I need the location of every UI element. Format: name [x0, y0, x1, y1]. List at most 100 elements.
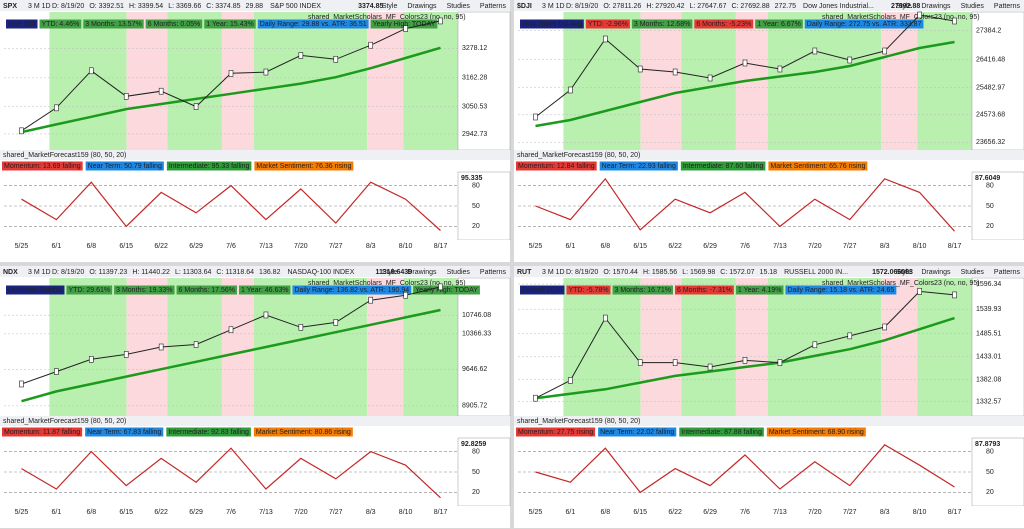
osc-badge: Near Term: 22.93 falling: [602, 163, 676, 170]
date-label: 7/13: [259, 243, 273, 250]
toolbar: [514, 0, 1024, 11]
date-label: 7/13: [259, 509, 273, 516]
toolbar-button[interactable]: Style: [896, 269, 912, 276]
candle: [742, 357, 748, 364]
price-tick-label: 8905.72: [462, 403, 487, 410]
toolbar-button[interactable]: Drawings: [921, 3, 951, 10]
date-label: 6/8: [86, 243, 96, 250]
stat-badge: YTD: -5.78%: [568, 287, 608, 294]
date-label: 6/1: [566, 509, 576, 516]
badge-bg: [176, 285, 237, 295]
toolbar-button[interactable]: Drawings: [921, 269, 951, 276]
candle: [228, 326, 234, 334]
candle: [263, 311, 269, 319]
osc-badge: Momentum: 12.84 falling: [518, 163, 595, 170]
date-label: 8/10: [399, 243, 413, 250]
toolbar-button[interactable]: Patterns: [994, 269, 1021, 276]
badge-bg: [520, 285, 565, 295]
toolbar-button[interactable]: Style: [382, 3, 398, 10]
symbol: RUT: [517, 269, 532, 276]
last-price: 1572.066083: [872, 269, 913, 276]
osc-badge: Momentum: 27.75 rising: [518, 429, 593, 436]
badge-bg: [204, 19, 256, 29]
toolbar-button[interactable]: Patterns: [994, 3, 1021, 10]
stat-badge: Daily Range: 272.75 vs. ATR: 333.87: [807, 21, 922, 28]
date-label: 6/29: [189, 243, 203, 250]
date-label: 8/3: [880, 243, 890, 250]
moving-average: [21, 308, 441, 403]
session-band: [767, 278, 882, 416]
toolbar-button[interactable]: Patterns: [480, 3, 507, 10]
candle: [368, 296, 373, 304]
toolbar-button[interactable]: Style: [382, 269, 398, 276]
toolbar-button[interactable]: Studies: [447, 269, 471, 276]
symbol: NDX: [3, 269, 18, 276]
price-tick-label: 3162.28: [462, 75, 487, 82]
ohlc-value: L: 27647.67: [689, 3, 726, 10]
toolbar-button[interactable]: Studies: [961, 3, 985, 10]
price-tick-label: 24573.68: [976, 112, 1005, 119]
candle: [158, 343, 164, 351]
date-label: 8/3: [880, 509, 890, 516]
candle: [847, 332, 853, 340]
session-band: [640, 278, 682, 416]
price-tick-label: 1539.93: [976, 306, 1001, 313]
date-label: 8/10: [913, 243, 927, 250]
toolbar-button[interactable]: Drawings: [407, 3, 437, 10]
badge-bg: [6, 285, 65, 295]
badge-bg: [254, 161, 354, 171]
osc-badge: Intermediate: 92.83 falling: [168, 429, 249, 436]
candle: [368, 41, 373, 49]
price-tick-label: 3278.12: [462, 45, 487, 52]
date-label: 8/3: [366, 509, 376, 516]
candle: [603, 314, 608, 322]
toolbar-button[interactable]: Patterns: [480, 269, 507, 276]
stat-badge: 1 Year: 4.19%: [738, 287, 782, 294]
date-label: 6/15: [633, 509, 647, 516]
symbol: SPX: [3, 3, 17, 10]
osc-last: 95.335: [461, 175, 483, 182]
osc-badge: Near Term: 22.02 falling: [600, 429, 674, 436]
ohlc-value: O: 11397.23: [89, 269, 127, 276]
toolbar-button[interactable]: Studies: [447, 3, 471, 10]
price-tick-label: 3050.53: [462, 103, 487, 110]
stat-badge: Unknown Symbol: [8, 287, 63, 294]
last-price: 3374.85: [358, 3, 383, 10]
ohlc-value: 272.75: [775, 3, 797, 10]
toolbar-button[interactable]: Studies: [961, 269, 985, 276]
badge-bg: [6, 19, 38, 29]
stat-badge: 3 Months: 13.57%: [85, 21, 141, 28]
candle: [54, 104, 59, 112]
toolbar-button[interactable]: Style: [896, 3, 912, 10]
instrument-name: Dow Jones Industrial...: [803, 3, 874, 10]
candle: [263, 68, 269, 76]
stat-badge: 3 Months: 16.71%: [615, 287, 671, 294]
overlay-study: shared_MarketScholars_MF_Colors23 (no, n…: [308, 14, 466, 21]
ohlc-value: L: 3369.66: [168, 3, 201, 10]
date-label: 7/20: [808, 243, 822, 250]
osc-badge: Market Sentiment: 76.36 rising: [256, 163, 351, 170]
session-band: [681, 278, 736, 416]
ohlc-value: C: 3374.85: [206, 3, 240, 10]
candle: [89, 67, 94, 75]
instrument-name: RUSSELL 2000 IN...: [784, 269, 848, 276]
price-axis: [971, 277, 1024, 417]
toolbar-button[interactable]: Drawings: [407, 269, 437, 276]
candle: [707, 74, 713, 82]
price-tick-label: 1596.34: [976, 281, 1001, 288]
price-axis: [457, 277, 511, 417]
price-tick-label: 1433.01: [976, 354, 1001, 361]
date-axis: [514, 240, 1024, 252]
badge-bg: [166, 161, 252, 171]
osc-last: 92.8259: [461, 441, 486, 448]
candle: [603, 35, 608, 43]
candle: [19, 380, 24, 388]
osc-badge: Intermediate: 87.88 falling: [681, 429, 762, 436]
momentum-line: [535, 444, 955, 494]
candle: [333, 55, 339, 63]
osc-tick-label: 50: [472, 469, 480, 476]
osc-header: [514, 416, 1024, 426]
ohlc-value: C: 1572.07: [720, 269, 754, 276]
osc-badge: Intermediate: 95.33 falling: [169, 163, 250, 170]
session-band: [367, 12, 404, 150]
